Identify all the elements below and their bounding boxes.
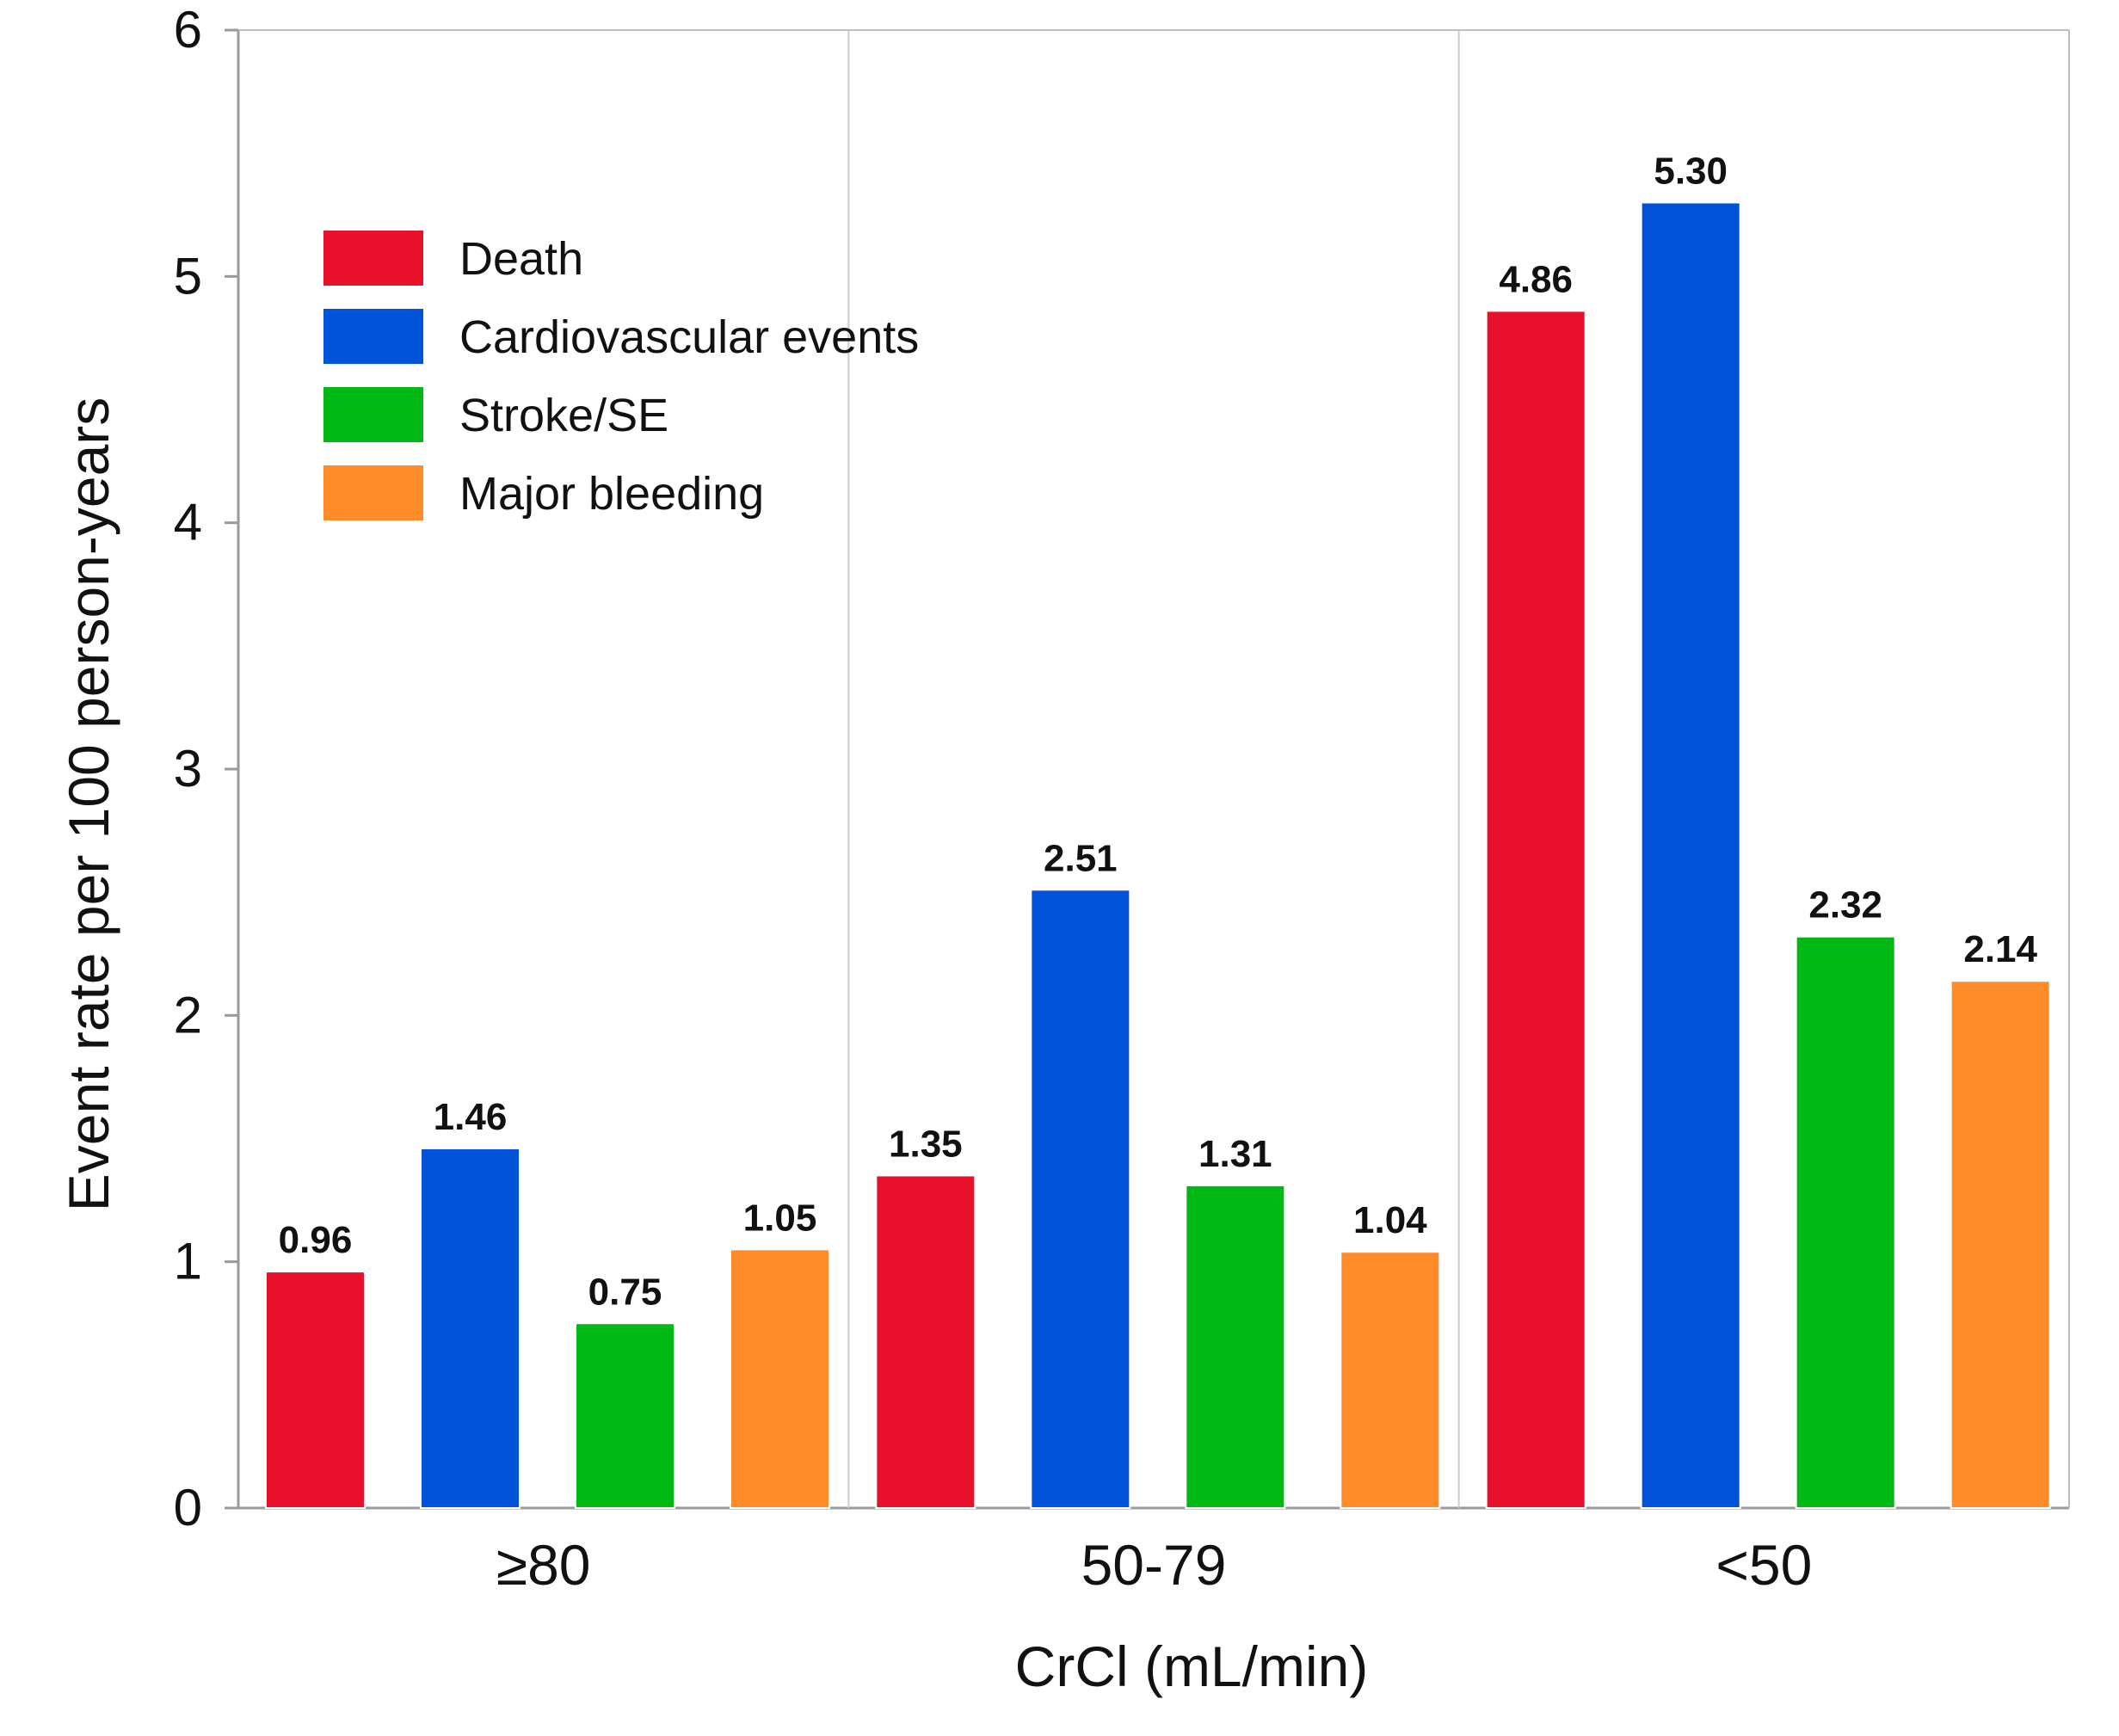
- data-label: 1.31: [1198, 1133, 1272, 1175]
- legend-label: Cardiovascular events: [459, 311, 919, 363]
- bar-cardiovascular-events-2: [1640, 201, 1741, 1509]
- x-axis-categories: ≥80 50-79 <50: [496, 1533, 1812, 1597]
- bar-cardiovascular-events-1: [1030, 889, 1131, 1509]
- data-label: 2.32: [1808, 884, 1882, 926]
- y-axis-title: Event rate per 100 person-years: [57, 397, 120, 1212]
- x-category-label: 50-79: [1081, 1533, 1227, 1597]
- x-category-label: <50: [1716, 1533, 1812, 1597]
- x-category-label: ≥80: [496, 1533, 591, 1597]
- data-label: 0.96: [279, 1219, 353, 1261]
- y-tick-label: 4: [174, 494, 202, 551]
- y-tick-label: 3: [174, 740, 202, 797]
- legend: Death Cardiovascular events Stroke/SE Major…: [323, 231, 919, 520]
- data-label: 1.35: [889, 1123, 963, 1165]
- legend-swatch: [323, 309, 423, 364]
- data-label: 2.14: [1963, 928, 2037, 970]
- bar-major-bleeding-2: [1950, 980, 2051, 1510]
- bar-major-bleeding-0: [730, 1248, 830, 1509]
- bars: [265, 201, 2051, 1510]
- data-label: 2.51: [1044, 837, 1118, 879]
- data-label: 1.46: [434, 1096, 508, 1138]
- legend-label: Death: [459, 233, 583, 285]
- bar-stroke-se-0: [575, 1322, 675, 1509]
- legend-swatch: [323, 465, 423, 520]
- bar-stroke-se-2: [1795, 935, 1896, 1509]
- legend-label: Stroke/SE: [459, 390, 668, 441]
- bar-cardiovascular-events-0: [420, 1147, 521, 1510]
- data-labels: 0.96 1.46 0.75 1.05 1.35 2.51 1.31 1.04 4.86 5.30…: [279, 150, 2038, 1313]
- y-tick-label: 6: [174, 1, 202, 58]
- y-axis-ticks: 0 1 2 3 4 5 6: [174, 1, 238, 1536]
- bar-stroke-se-1: [1185, 1184, 1286, 1509]
- y-tick-label: 5: [174, 247, 202, 305]
- category-separators: [847, 30, 1460, 1508]
- legend-swatch: [323, 231, 423, 286]
- data-label: 1.05: [743, 1197, 817, 1239]
- data-label: 5.30: [1654, 150, 1728, 192]
- data-label: 0.75: [588, 1271, 662, 1313]
- data-label: 4.86: [1499, 258, 1573, 300]
- bar-death-1: [875, 1174, 976, 1509]
- y-tick-label: 2: [174, 986, 202, 1043]
- legend-label: Major bleeding: [459, 468, 764, 520]
- data-label: 1.04: [1353, 1199, 1427, 1241]
- x-axis-title: CrCl (mL/min): [1015, 1634, 1369, 1698]
- legend-swatch: [323, 387, 423, 442]
- y-tick-label: 1: [174, 1233, 202, 1290]
- bar-death-0: [265, 1271, 366, 1509]
- bar-major-bleeding-1: [1340, 1251, 1441, 1510]
- y-tick-label: 0: [174, 1479, 202, 1536]
- bar-death-2: [1485, 310, 1586, 1509]
